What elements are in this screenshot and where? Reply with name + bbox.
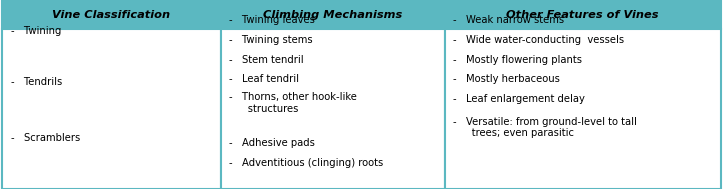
Text: -   Leaf tendril: - Leaf tendril — [229, 74, 299, 84]
Text: -   Adhesive pads: - Adhesive pads — [229, 138, 315, 148]
Text: Vine Classification: Vine Classification — [52, 10, 171, 20]
Text: -   Leaf enlargement delay: - Leaf enlargement delay — [453, 94, 585, 104]
Text: -   Weak narrow stems: - Weak narrow stems — [453, 15, 565, 25]
Text: -   Mostly flowering plants: - Mostly flowering plants — [453, 55, 582, 64]
FancyBboxPatch shape — [445, 29, 721, 189]
Text: -   Adventitious (clinging) roots: - Adventitious (clinging) roots — [229, 159, 383, 168]
FancyBboxPatch shape — [221, 0, 445, 29]
Text: -   Twining: - Twining — [11, 26, 61, 36]
FancyBboxPatch shape — [2, 29, 221, 189]
FancyBboxPatch shape — [2, 0, 221, 29]
Text: Climbing Mechanisms: Climbing Mechanisms — [263, 10, 402, 20]
Text: -   Tendrils: - Tendrils — [11, 77, 62, 87]
Text: -   Thorns, other hook-like
      structures: - Thorns, other hook-like structures — [229, 92, 357, 114]
Text: -   Twining stems: - Twining stems — [229, 35, 313, 45]
Text: -   Stem tendril: - Stem tendril — [229, 55, 304, 64]
Text: -   Mostly herbaceous: - Mostly herbaceous — [453, 74, 560, 84]
FancyBboxPatch shape — [221, 29, 445, 189]
FancyBboxPatch shape — [445, 0, 721, 29]
Text: -   Twining leaves: - Twining leaves — [229, 15, 315, 25]
Text: -   Versatile: from ground-level to tall
      trees; even parasitic: - Versatile: from ground-level to tall t… — [453, 117, 637, 138]
Text: Other Features of Vines: Other Features of Vines — [507, 10, 659, 20]
Text: -   Scramblers: - Scramblers — [11, 133, 80, 143]
Text: -   Wide water-conducting  vessels: - Wide water-conducting vessels — [453, 35, 625, 45]
